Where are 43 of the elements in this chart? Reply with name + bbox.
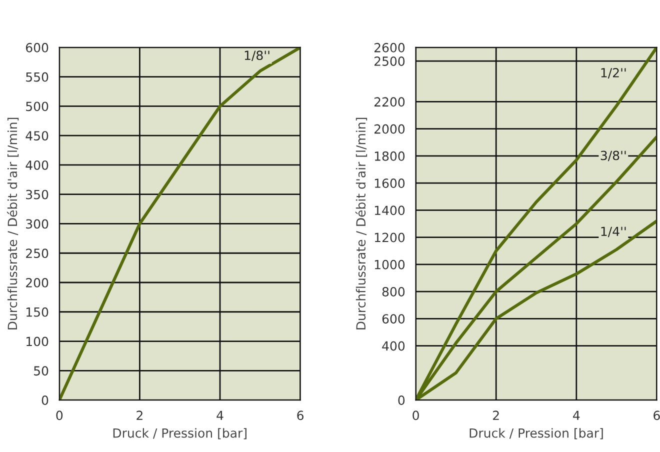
y-tick-label: 400 <box>382 341 405 351</box>
y-tick-label: 300 <box>26 219 48 229</box>
series-label: 1/4'' <box>601 226 626 238</box>
x-axis-title: Druck / Pression [bar] <box>470 428 603 440</box>
x-tick-label: 0 <box>56 410 63 420</box>
y-tick-label: 100 <box>26 336 48 346</box>
y-tick-label: 50 <box>34 366 48 376</box>
y-tick-label: 2600 <box>374 42 405 52</box>
y-tick-label: 2500 <box>374 56 405 66</box>
y-tick-label: 150 <box>26 307 48 317</box>
y-tick-label: 250 <box>26 248 48 258</box>
y-tick-label: 400 <box>26 160 48 170</box>
y-axis-title: Durchflussrate / Débit d'air [l/min] <box>6 118 19 330</box>
y-tick-label: 600 <box>26 42 48 52</box>
y-tick-label: 1800 <box>374 151 405 161</box>
x-tick-label: 6 <box>654 410 660 420</box>
y-tick-label: 2000 <box>374 124 405 134</box>
y-tick-label: 450 <box>26 131 48 141</box>
y-tick-label: 1200 <box>374 232 405 242</box>
series-label: 1/2'' <box>601 68 626 78</box>
y-tick-label: 1400 <box>374 206 405 216</box>
y-tick-label: 0 <box>42 395 48 405</box>
y-tick-label: 500 <box>26 102 48 112</box>
x-tick-label: 2 <box>136 410 142 420</box>
x-tick-label: 0 <box>412 410 419 420</box>
y-tick-label: 600 <box>382 314 405 324</box>
y-axis-title: Durchflussrate / Débit d'air [l/min] <box>355 118 368 330</box>
y-tick-label: 1600 <box>374 178 405 188</box>
y-tick-label: 800 <box>382 287 405 296</box>
y-tick-label: 1000 <box>374 260 405 270</box>
y-tick-label: 2200 <box>374 97 405 107</box>
y-tick-label: 550 <box>26 72 48 82</box>
x-tick-label: 4 <box>216 410 224 420</box>
y-tick-label: 350 <box>26 190 48 200</box>
series-label: 3/8'' <box>600 150 626 162</box>
series-label: 1/8'' <box>244 50 270 62</box>
x-tick-label: 2 <box>493 410 499 420</box>
y-tick-label: 200 <box>26 278 48 288</box>
x-tick-label: 4 <box>573 410 580 420</box>
x-axis-title: Druck / Pression [bar] <box>113 428 246 440</box>
y-tick-label: 0 <box>398 395 405 405</box>
x-tick-label: 6 <box>297 410 304 420</box>
line-series <box>59 47 300 400</box>
